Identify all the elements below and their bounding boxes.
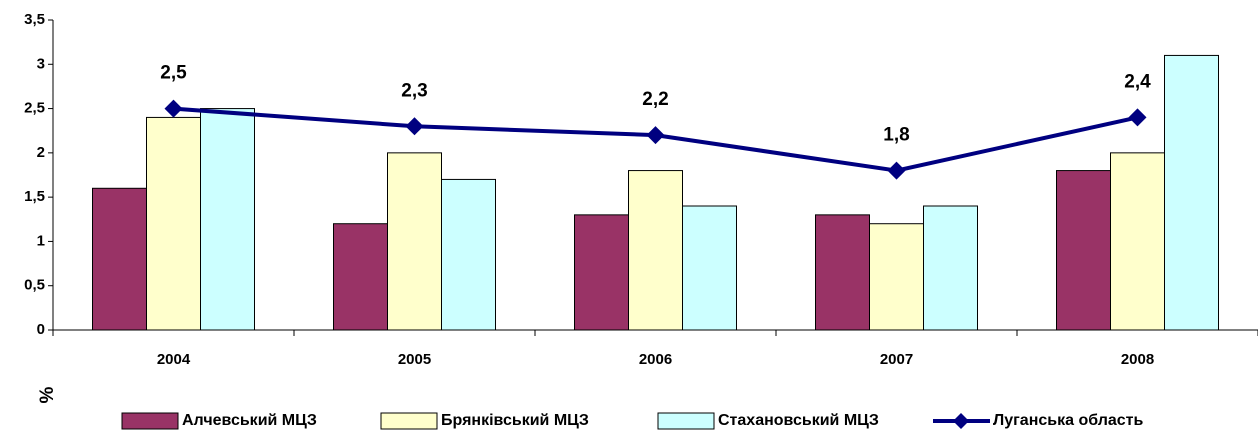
- bar: [441, 178, 496, 331]
- data-label: 1,8: [883, 125, 909, 146]
- data-label: 2,4: [1124, 71, 1151, 92]
- y-tick-label: 0,5: [24, 277, 45, 294]
- y-tick-label: 3,5: [24, 11, 45, 28]
- data-label: 2,5: [160, 63, 187, 84]
- legend-swatch: [380, 412, 438, 430]
- bar: [682, 205, 737, 331]
- data-label: 2,3: [401, 80, 427, 101]
- line-marker: [405, 117, 424, 136]
- line-marker: [646, 126, 665, 145]
- y-tick-label: 2: [37, 144, 45, 161]
- bar: [1056, 170, 1111, 331]
- legend-label: Луганська область: [993, 412, 1143, 429]
- bar: [1164, 54, 1219, 331]
- line-marker: [164, 99, 183, 118]
- y-tick-label: 0: [37, 321, 45, 338]
- bar: [923, 205, 978, 331]
- legend-label: Алчевський МЦЗ: [182, 412, 317, 429]
- x-tick-label: 2008: [1121, 351, 1154, 368]
- y-tick-label: 2,5: [24, 100, 45, 117]
- x-tick-label: 2006: [639, 351, 672, 368]
- line-marker: [1128, 108, 1147, 127]
- y-tick-label: 3: [37, 55, 45, 72]
- bar: [1110, 152, 1165, 331]
- x-tick-label: 2004: [157, 351, 191, 368]
- bar: [387, 152, 442, 331]
- y-axis-label: %: [37, 386, 58, 403]
- y-tick-label: 1,5: [24, 188, 45, 205]
- data-label: 2,2: [642, 89, 668, 110]
- legend-label: Стахановський МЦЗ: [718, 412, 879, 429]
- bar: [146, 116, 201, 331]
- bar: [333, 223, 388, 331]
- legend-marker: [953, 413, 969, 429]
- bar: [200, 108, 255, 331]
- line-marker: [887, 161, 906, 180]
- bar: [815, 214, 870, 331]
- x-tick-label: 2007: [880, 351, 913, 368]
- legend-swatch: [657, 412, 715, 430]
- bar: [869, 223, 924, 331]
- y-tick-label: 1: [37, 232, 45, 249]
- bar: [574, 214, 629, 331]
- legend-label: Брянківський МЦЗ: [441, 412, 589, 429]
- bar: [92, 187, 147, 331]
- bar: [628, 170, 683, 331]
- x-tick-label: 2005: [398, 351, 431, 368]
- legend-swatch: [121, 412, 179, 430]
